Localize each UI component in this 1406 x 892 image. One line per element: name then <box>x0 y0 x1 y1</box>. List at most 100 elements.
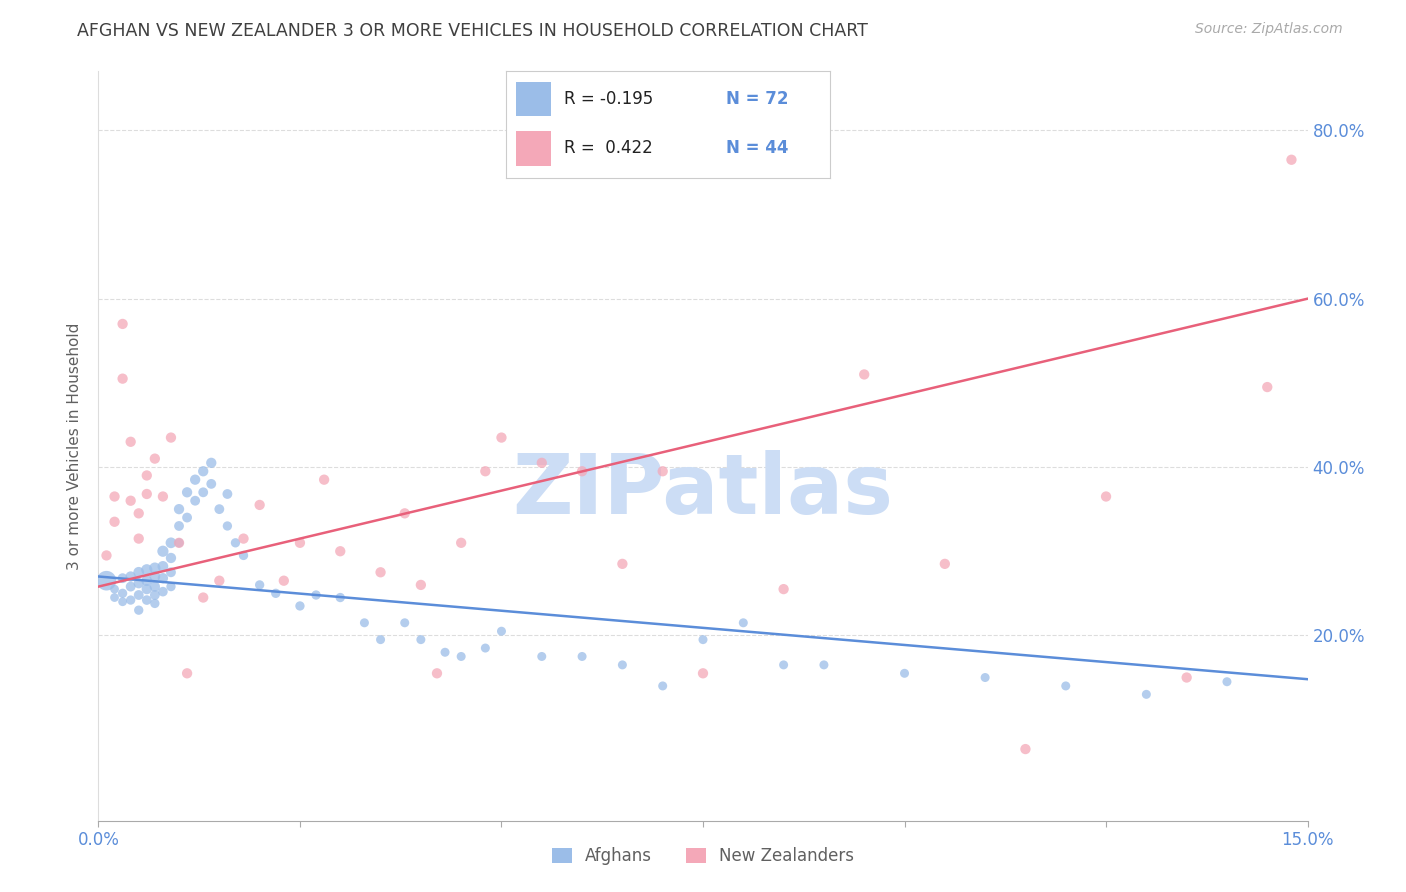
Point <box>772 657 794 672</box>
Point <box>96 549 118 563</box>
Point <box>232 532 254 546</box>
Text: R =  0.422: R = 0.422 <box>564 139 654 157</box>
Point <box>409 578 432 592</box>
Legend: Afghans, New Zealanders: Afghans, New Zealanders <box>553 847 853 864</box>
Point <box>353 615 375 630</box>
Point <box>143 569 166 583</box>
Point <box>491 624 513 639</box>
Point <box>103 591 125 605</box>
Point <box>128 576 150 591</box>
Point <box>1095 490 1118 504</box>
Point <box>314 473 336 487</box>
Point <box>1281 153 1303 167</box>
Point <box>1175 671 1198 685</box>
Point <box>128 588 150 602</box>
Point <box>264 586 287 600</box>
Point <box>1014 742 1036 756</box>
Point <box>167 519 190 533</box>
Text: ZIPatlas: ZIPatlas <box>513 450 893 532</box>
Point <box>128 566 150 580</box>
Point <box>143 451 166 466</box>
Point <box>128 603 150 617</box>
Point <box>813 657 835 672</box>
Point <box>128 532 150 546</box>
Point <box>152 559 174 574</box>
Text: N = 44: N = 44 <box>725 139 789 157</box>
Point <box>1135 687 1157 701</box>
Point <box>167 536 190 550</box>
Point <box>167 536 190 550</box>
Point <box>96 574 118 588</box>
Point <box>208 502 231 516</box>
Point <box>853 368 876 382</box>
Point <box>160 431 183 445</box>
Point <box>651 464 673 478</box>
Point <box>111 571 134 585</box>
Point <box>217 487 239 501</box>
Point <box>120 493 142 508</box>
Point <box>193 485 215 500</box>
Point <box>651 679 673 693</box>
Point <box>612 557 634 571</box>
Point <box>474 641 496 656</box>
Point <box>450 536 472 550</box>
Point <box>111 317 134 331</box>
Point <box>135 593 157 607</box>
Point <box>530 456 553 470</box>
Text: Source: ZipAtlas.com: Source: ZipAtlas.com <box>1195 22 1343 37</box>
Point <box>288 536 311 550</box>
Point <box>184 493 207 508</box>
Bar <box>516 82 551 116</box>
Point <box>273 574 295 588</box>
Point <box>934 557 956 571</box>
Point <box>167 502 190 516</box>
Bar <box>516 131 551 166</box>
Point <box>184 473 207 487</box>
Point <box>426 666 449 681</box>
Point <box>160 566 183 580</box>
Point <box>152 490 174 504</box>
Point <box>530 649 553 664</box>
Point <box>224 536 246 550</box>
Point <box>733 615 755 630</box>
Point <box>143 588 166 602</box>
Point <box>135 468 157 483</box>
Point <box>232 549 254 563</box>
Point <box>491 431 513 445</box>
Point <box>160 551 183 566</box>
Point <box>329 544 352 558</box>
Y-axis label: 3 or more Vehicles in Household: 3 or more Vehicles in Household <box>67 322 83 570</box>
Text: AFGHAN VS NEW ZEALANDER 3 OR MORE VEHICLES IN HOUSEHOLD CORRELATION CHART: AFGHAN VS NEW ZEALANDER 3 OR MORE VEHICL… <box>77 22 869 40</box>
Point <box>135 487 157 501</box>
Point <box>692 632 714 647</box>
Point <box>135 563 157 577</box>
Point <box>120 580 142 594</box>
Point <box>135 574 157 588</box>
Point <box>772 582 794 596</box>
Point <box>370 632 392 647</box>
Point <box>120 434 142 449</box>
Point <box>434 645 457 659</box>
Point <box>571 649 593 664</box>
Point <box>612 657 634 672</box>
Point <box>692 666 714 681</box>
Point <box>111 371 134 385</box>
Point <box>103 490 125 504</box>
Point <box>128 507 150 521</box>
Point <box>249 498 271 512</box>
Point <box>152 571 174 585</box>
Point <box>450 649 472 664</box>
Point <box>474 464 496 478</box>
Point <box>370 566 392 580</box>
Point <box>103 515 125 529</box>
Point <box>893 666 915 681</box>
Point <box>329 591 352 605</box>
Point <box>217 519 239 533</box>
Point <box>152 584 174 599</box>
Point <box>200 476 222 491</box>
Point <box>305 588 328 602</box>
Point <box>200 456 222 470</box>
Point <box>409 632 432 647</box>
Text: R = -0.195: R = -0.195 <box>564 90 654 108</box>
Point <box>176 485 198 500</box>
